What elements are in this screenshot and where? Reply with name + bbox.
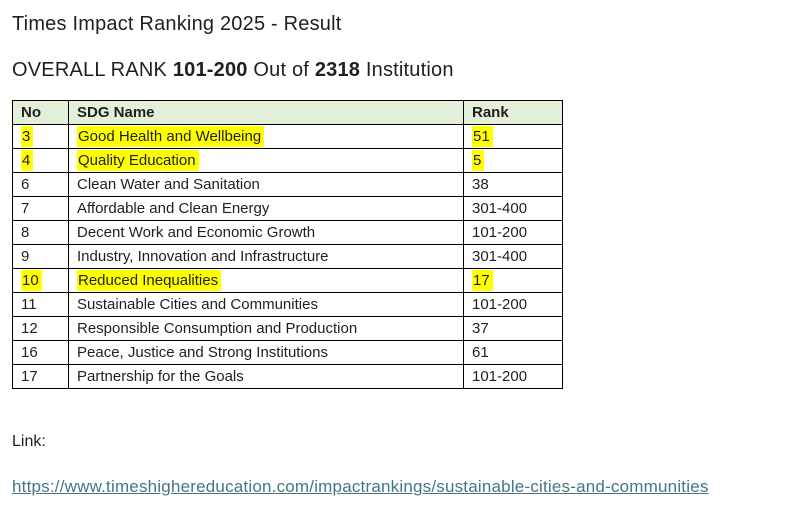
overall-rank-middle: Out of: [247, 59, 315, 81]
highlighted-text: Good Health and Wellbeing: [77, 126, 265, 147]
table-header-row: No SDG Name Rank: [12, 100, 563, 125]
table-header: No SDG Name Rank: [12, 100, 563, 125]
table-row: 9 Industry, Innovation and Infrastructure…: [12, 244, 563, 269]
highlighted-text: 10: [21, 270, 42, 291]
highlighted-text: Reduced Inequalities: [77, 270, 222, 291]
no-cell: 12: [12, 316, 69, 341]
no-cell: 4: [12, 148, 69, 173]
rank-cell: 301-400: [463, 196, 563, 221]
rank-cell: 101-200: [463, 292, 563, 317]
table-row: 8 Decent Work and Economic Growth 101-200: [12, 220, 563, 245]
rank-cell: 37: [463, 316, 563, 341]
no-cell: 9: [12, 244, 69, 269]
overall-rank-prefix: OVERALL RANK: [12, 59, 173, 81]
sdg-name-cell: Reduced Inequalities: [68, 268, 464, 293]
sdg-name-cell: Responsible Consumption and Production: [68, 316, 464, 341]
highlighted-text: Quality Education: [77, 150, 199, 171]
sdg-name-cell: Peace, Justice and Strong Institutions: [68, 340, 464, 365]
rank-cell: 17: [463, 268, 563, 293]
overall-rank-suffix: Institution: [360, 59, 454, 81]
overall-rank-line: OVERALL RANK 101-200 Out of 2318 Institu…: [12, 57, 788, 83]
sdg-table-body: 3 Good Health and Wellbeing 51 4 Quality Edu…: [12, 124, 563, 389]
sdg-name-cell: Affordable and Clean Energy: [68, 196, 464, 221]
no-cell: 6: [12, 172, 69, 197]
total-institutions-value: 2318: [314, 59, 361, 81]
no-cell: 17: [12, 364, 69, 389]
sdg-name-cell: Sustainable Cities and Communities: [68, 292, 464, 317]
link-label: Link:: [12, 433, 46, 450]
sdg-rank-table: No SDG Name Rank 3 Good Health and Wellbe…: [12, 100, 563, 389]
rank-cell: 38: [463, 172, 563, 197]
sdg-name-cell: Industry, Innovation and Infrastructure: [68, 244, 464, 269]
table-row: 17 Partnership for the Goals 101-200: [12, 364, 563, 389]
sdg-name-cell: Clean Water and Sanitation: [68, 172, 464, 197]
table-row: 10 Reduced Inequalities 17: [12, 268, 563, 293]
table-row: 7 Affordable and Clean Energy 301-400: [12, 196, 563, 221]
table-row: 4 Quality Education 5: [12, 148, 563, 173]
table-row: 16 Peace, Justice and Strong Institutions…: [12, 340, 563, 365]
header-rank: Rank: [463, 100, 563, 125]
highlighted-text: 5: [472, 150, 485, 171]
rank-cell: 51: [463, 124, 563, 149]
no-cell: 8: [12, 220, 69, 245]
table-row: 12 Responsible Consumption and Production…: [12, 316, 563, 341]
rank-cell: 61: [463, 340, 563, 365]
highlighted-text: 4: [21, 150, 34, 171]
rank-cell: 5: [463, 148, 563, 173]
highlighted-text: 51: [472, 126, 493, 147]
table-row: 11 Sustainable Cities and Communities 101-…: [12, 292, 563, 317]
highlighted-text: 3: [21, 126, 34, 147]
sdg-name-cell: Decent Work and Economic Growth: [68, 220, 464, 245]
table-row: 6 Clean Water and Sanitation 38: [12, 172, 563, 197]
rank-cell: 301-400: [463, 244, 563, 269]
no-cell: 7: [12, 196, 69, 221]
no-cell: 11: [12, 292, 69, 317]
rank-cell: 101-200: [463, 220, 563, 245]
no-cell: 3: [12, 124, 69, 149]
no-cell: 10: [12, 268, 69, 293]
impact-rankings-link[interactable]: https://www.timeshighereducation.com/imp…: [12, 477, 709, 496]
highlighted-text: 17: [472, 270, 493, 291]
page-title: Times Impact Ranking 2025 - Result: [12, 13, 342, 35]
rank-cell: 101-200: [463, 364, 563, 389]
overall-rank-value: 101-200: [172, 59, 248, 81]
header-sdg-name: SDG Name: [68, 100, 464, 125]
sdg-name-cell: Quality Education: [68, 148, 464, 173]
table-row: 3 Good Health and Wellbeing 51: [12, 124, 563, 149]
sdg-name-cell: Partnership for the Goals: [68, 364, 464, 389]
header-no: No: [12, 100, 69, 125]
sdg-name-cell: Good Health and Wellbeing: [68, 124, 464, 149]
no-cell: 16: [12, 340, 69, 365]
